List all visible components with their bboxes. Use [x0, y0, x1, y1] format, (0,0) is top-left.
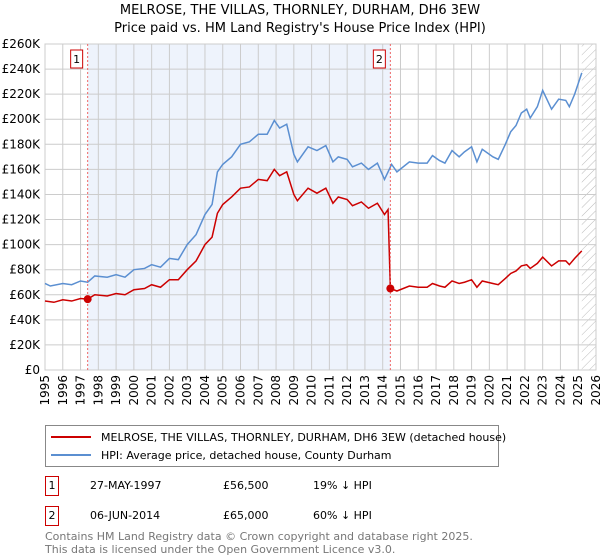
sale-row: 1 27-MAY-1997 £56,500 19% ↓ HPI [45, 476, 445, 496]
legend-label: HPI: Average price, detached house, Coun… [101, 448, 392, 462]
footer-line: Contains HM Land Registry data © Crown c… [45, 530, 473, 543]
x-tick-label: 2007 [251, 375, 265, 406]
marker-badge [372, 49, 386, 69]
y-tick-label: £160K [2, 162, 42, 176]
y-tick-label: £0 [25, 363, 40, 377]
x-tick-label: 2002 [162, 375, 176, 406]
x-tick-label: 2003 [180, 375, 194, 406]
y-tick-label: £260K [2, 37, 42, 51]
y-tick-label: £40K [9, 313, 41, 327]
x-tick-label: 2026 [589, 375, 600, 406]
x-tick-label: 2022 [518, 375, 532, 406]
y-tick-label: £240K [2, 62, 42, 76]
y-tick-label: £120K [2, 213, 42, 227]
y-tick-label: £200K [2, 112, 42, 126]
sale-row: 2 06-JUN-2014 £65,000 60% ↓ HPI [45, 506, 445, 526]
legend-item-hpi: HPI: Average price, detached house, Coun… [46, 446, 392, 464]
legend-label: MELROSE, THE VILLAS, THORNLEY, DURHAM, D… [101, 430, 507, 444]
y-tick-label: £220K [2, 87, 42, 101]
x-tick-label: 2001 [145, 375, 159, 406]
chart-subtitle: Price paid vs. HM Land Registry's House … [114, 21, 486, 36]
x-tick-label: 2008 [269, 375, 283, 406]
sale-marker-badge: 1 [45, 476, 59, 496]
shaded-period [87, 44, 391, 370]
chart-title: MELROSE, THE VILLAS, THORNLEY, DURHAM, D… [119, 3, 481, 18]
x-tick-label: 2009 [287, 375, 301, 406]
x-tick-label: 1996 [56, 375, 70, 406]
x-tick-label: 1999 [109, 375, 123, 406]
sale-hpi-text: 19% ↓ HPI [313, 479, 372, 492]
x-tick-label: 2011 [322, 375, 336, 406]
sale-price: £65,000 [223, 509, 269, 522]
forecast-hatch [581, 44, 596, 370]
series-line [44, 72, 583, 287]
x-tick-label: 1995 [38, 375, 52, 406]
footer: Contains HM Land Registry data © Crown c… [45, 530, 473, 556]
x-tick-label: 2018 [447, 375, 461, 406]
y-tick-label: £60K [9, 288, 41, 302]
x-tick-label: 2014 [376, 375, 390, 406]
legend: MELROSE, THE VILLAS, THORNLEY, DURHAM, D… [45, 425, 506, 467]
y-tick-label: £20K [9, 338, 41, 352]
y-tick-label: £140K [2, 187, 42, 201]
x-tick-label: 2016 [411, 375, 425, 406]
x-tick-label: 2004 [198, 375, 212, 406]
x-tick-label: 1998 [91, 375, 105, 406]
x-tick-label: 2025 [571, 375, 585, 406]
sale-point [83, 295, 92, 304]
x-tick-label: 2019 [465, 375, 479, 406]
plot-border [44, 43, 597, 371]
x-tick-label: 2021 [500, 375, 514, 406]
series-line [44, 168, 583, 304]
x-tick-label: 2015 [393, 375, 407, 406]
marker-label: 1 [73, 53, 80, 66]
x-tick-label: 1997 [74, 375, 88, 406]
y-tick-label: £80K [9, 263, 41, 277]
x-tick-label: 2017 [429, 375, 443, 406]
y-tick-label: £100K [2, 238, 42, 252]
sale-hpi-text: 60% ↓ HPI [313, 509, 372, 522]
sale-price: £56,500 [223, 479, 269, 492]
x-tick-label: 2006 [234, 375, 248, 406]
x-tick-label: 2005 [216, 375, 230, 406]
x-tick-label: 2023 [536, 375, 550, 406]
sale-date: 06-JUN-2014 [90, 509, 161, 522]
x-tick-label: 2020 [482, 375, 496, 406]
x-tick-label: 2000 [127, 375, 141, 406]
footer-line: This data is licensed under the Open Gov… [45, 543, 396, 556]
x-tick-label: 2013 [358, 375, 372, 406]
sale-date: 27-MAY-1997 [90, 479, 162, 492]
legend-item-property: MELROSE, THE VILLAS, THORNLEY, DURHAM, D… [46, 428, 506, 446]
sale-point [386, 284, 395, 293]
x-tick-label: 2024 [553, 375, 567, 406]
plot-area: £0 £20K £40K £60K £80K £100K £120K £140K £160K £1… [2, 37, 600, 406]
x-tick-label: 2012 [340, 375, 354, 406]
sale-marker-badge: 2 [45, 506, 59, 526]
y-tick-label: £180K [2, 137, 42, 151]
marker-label: 2 [376, 53, 383, 66]
marker-badge [70, 49, 84, 69]
x-tick-label: 2010 [305, 375, 319, 406]
